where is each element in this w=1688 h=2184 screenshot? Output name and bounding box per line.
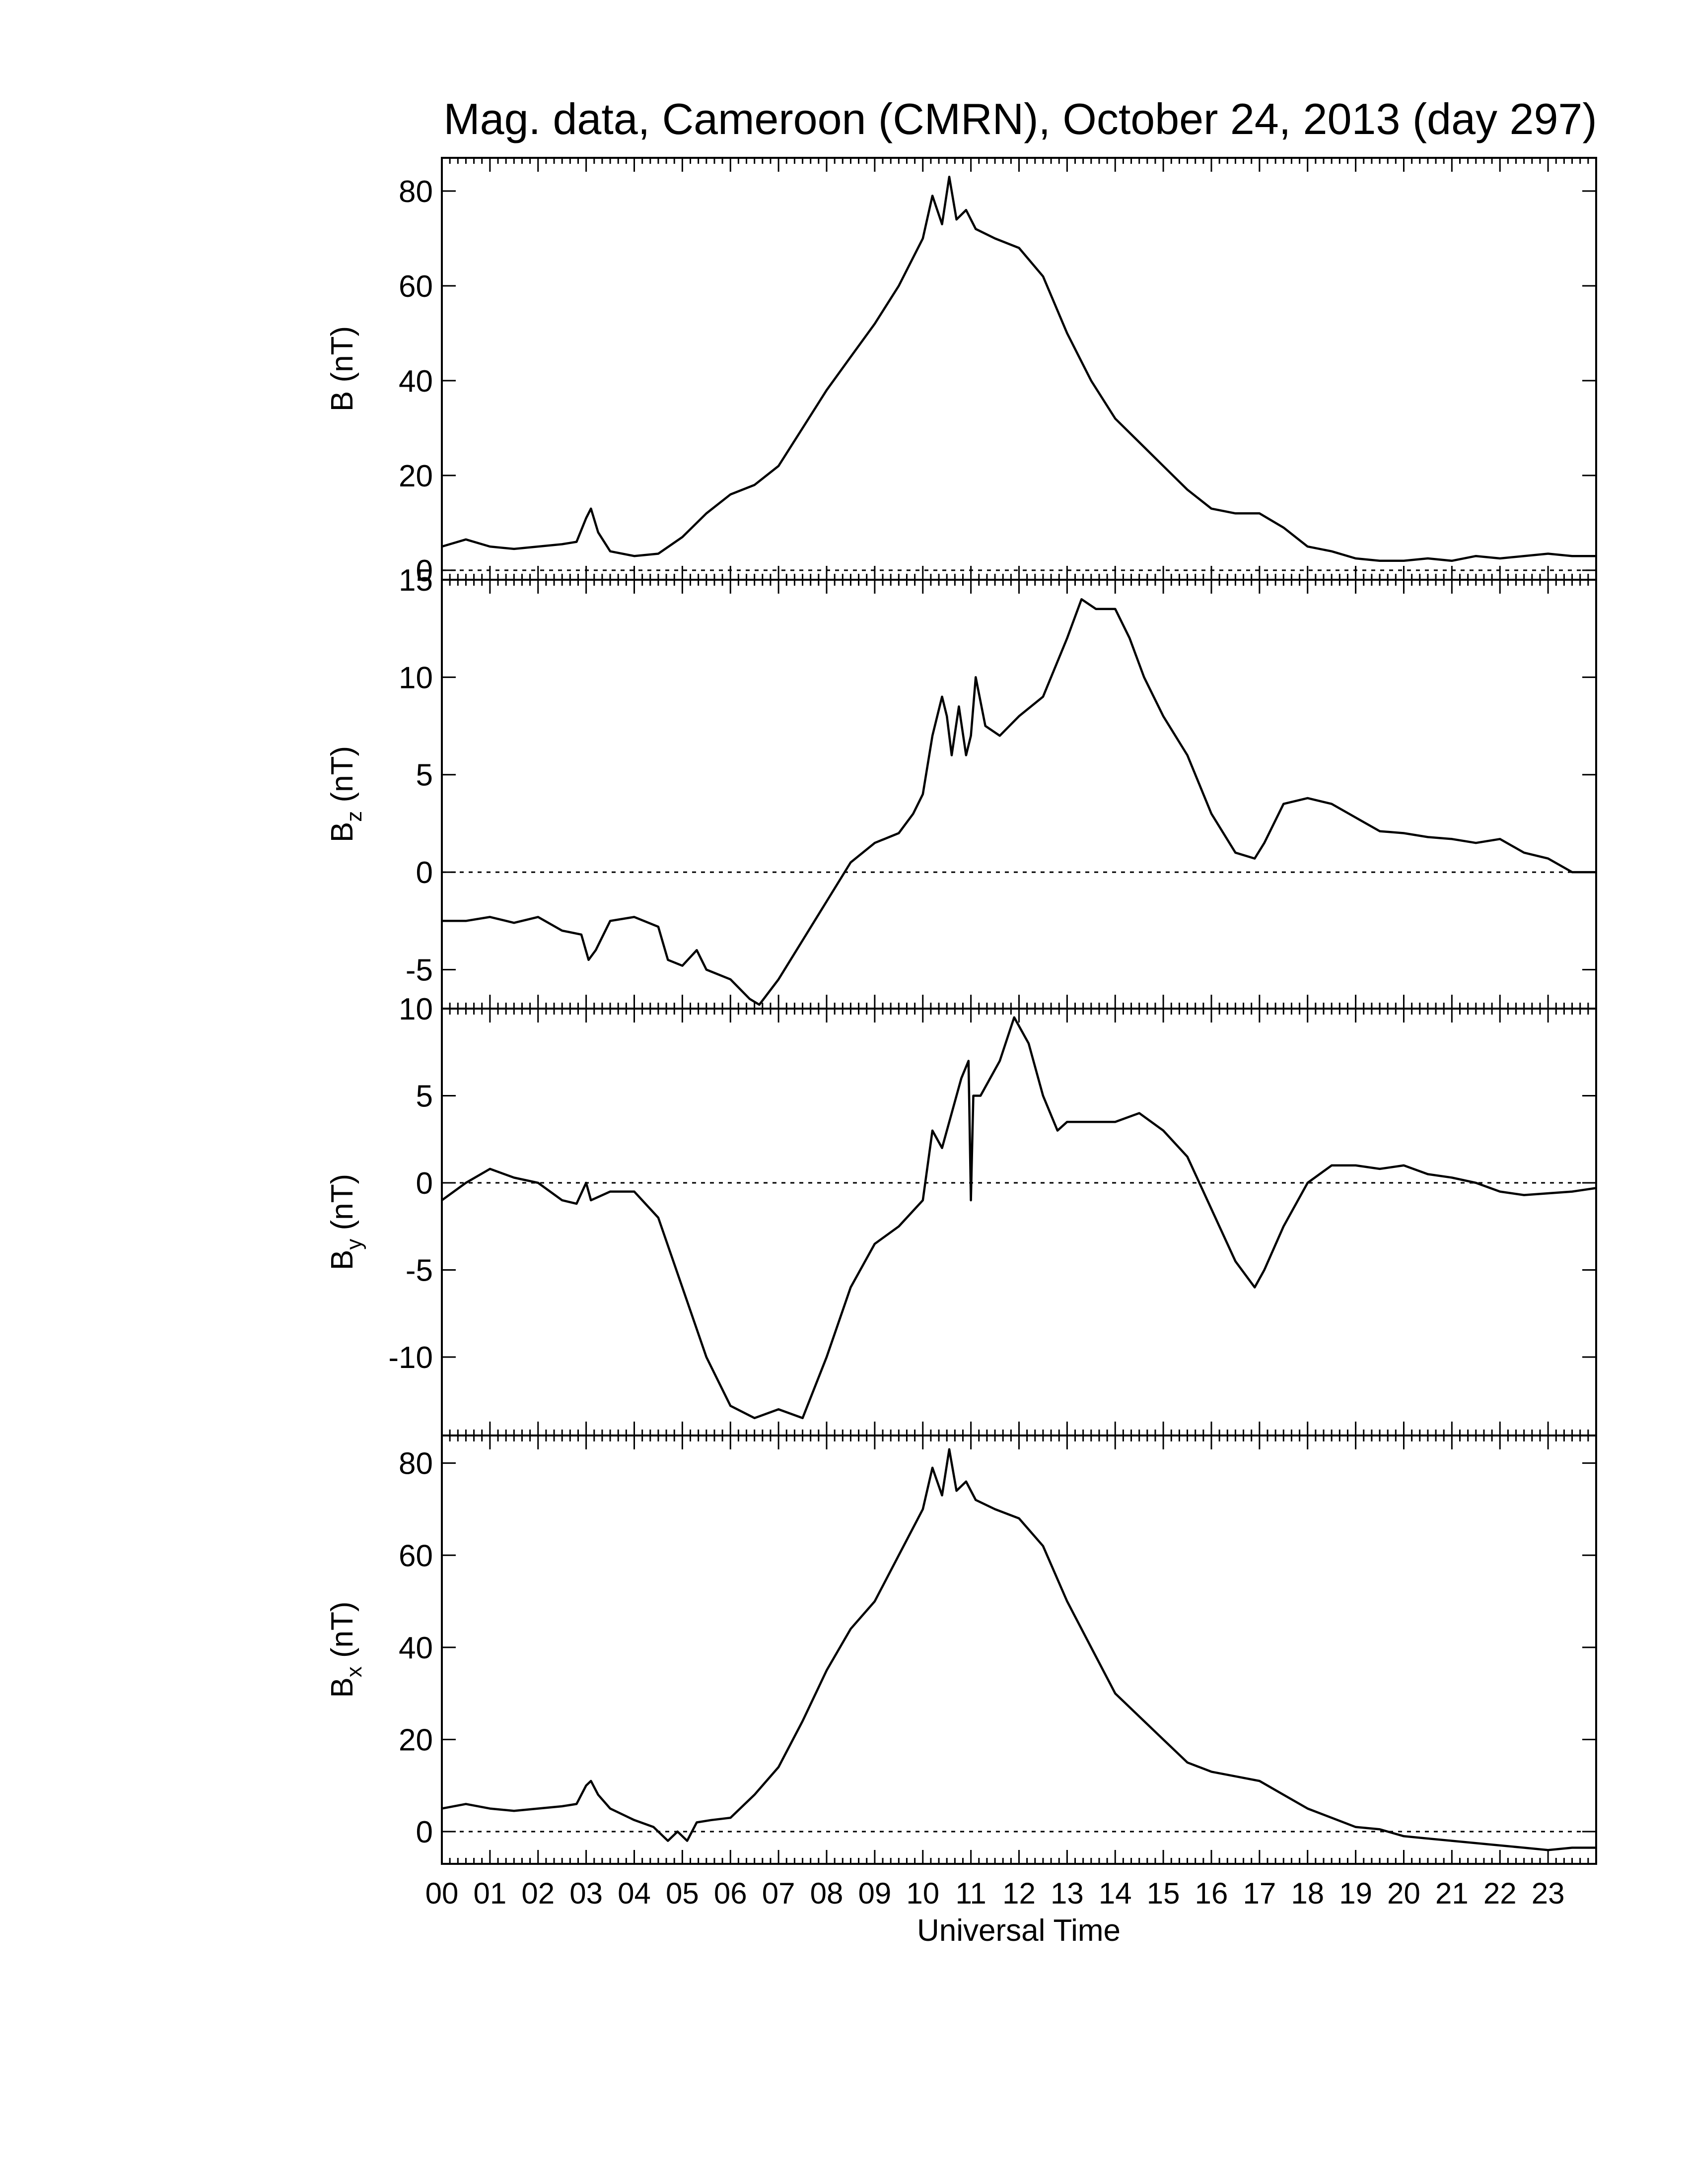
x-tick-label: 19	[1339, 1877, 1372, 1910]
panel-frame	[441, 1434, 1597, 1865]
y-tick-label: 0	[416, 856, 433, 890]
y-tick-label: 80	[399, 1447, 433, 1481]
y-tick-label: 15	[399, 563, 433, 598]
x-tick-label: 20	[1387, 1877, 1420, 1910]
y-axis-label-subscript: z	[342, 811, 366, 822]
x-tick-label: 14	[1099, 1877, 1132, 1910]
y-axis-label-main: B	[325, 1250, 359, 1270]
y-tick-label: 80	[399, 175, 433, 209]
x-tick-label: 21	[1435, 1877, 1469, 1910]
y-tick-label: 40	[399, 1631, 433, 1665]
y-tick-label: 60	[399, 270, 433, 304]
y-axis-label-unit: (nT)	[325, 746, 359, 811]
x-tick-label: 22	[1483, 1877, 1517, 1910]
y-axis-label: By (nT)	[325, 1174, 366, 1270]
y-axis-label-main: B	[325, 1677, 359, 1698]
x-tick-label: 12	[1002, 1877, 1036, 1910]
x-tick-label: 03	[569, 1877, 603, 1910]
x-tick-label: 07	[762, 1877, 795, 1910]
series-line-Bz	[442, 598, 1596, 1006]
x-tick-label: 04	[618, 1877, 651, 1910]
x-tick-label: 06	[714, 1877, 747, 1910]
x-axis: Universal Time 00 01 02 03 04 05 06 07 08 09 10 11 1…	[425, 1877, 1565, 1948]
y-tick-label: 20	[399, 459, 433, 493]
x-tick-label: 16	[1195, 1877, 1228, 1910]
y-tick-label: 10	[399, 992, 433, 1026]
x-tick-label: 15	[1147, 1877, 1180, 1910]
x-tick-label: 23	[1532, 1877, 1565, 1910]
x-tick-label: 01	[474, 1877, 507, 1910]
y-tick-label: 20	[399, 1723, 433, 1757]
y-axis-label-main: B (nT)	[325, 326, 359, 411]
series-line-B	[441, 175, 1596, 562]
y-axis-label: B (nT)	[325, 326, 359, 411]
panels-group: 0 20 40 60 80 B (nT) -5 0 5 10 15 Bz (nT) -10 -5 0 5 10 B…	[325, 157, 1597, 1865]
panel-By: -10 -5 0 5 10 By (nT)	[325, 992, 1597, 1436]
y-axis-label: Bx (nT)	[325, 1601, 366, 1698]
y-axis-label-main: B	[325, 822, 359, 842]
x-tick-label: 18	[1291, 1877, 1324, 1910]
panel-Bx: 0 20 40 60 80 Bx (nT)	[325, 1434, 1597, 1865]
y-axis-label-unit: (nT)	[325, 1174, 359, 1239]
y-tick-label: 0	[416, 1815, 433, 1849]
x-tick-label: 13	[1051, 1877, 1084, 1910]
y-tick-label: 40	[399, 364, 433, 399]
x-axis-label: Universal Time	[917, 1913, 1121, 1948]
y-tick-label: 5	[416, 1080, 433, 1114]
y-tick-label: 10	[399, 661, 433, 695]
x-tick-label: 10	[906, 1877, 939, 1910]
y-tick-label: -5	[406, 953, 433, 987]
y-axis-label-subscript: x	[342, 1666, 366, 1677]
y-tick-label: 60	[399, 1539, 433, 1573]
y-tick-label: 0	[416, 1166, 433, 1201]
y-tick-label: 5	[416, 758, 433, 793]
series-line-By	[441, 1016, 1596, 1420]
y-axis-label-subscript: y	[342, 1239, 366, 1250]
x-tick-label: 17	[1243, 1877, 1276, 1910]
y-axis-label: Bz (nT)	[325, 746, 366, 842]
y-tick-label: -5	[406, 1254, 433, 1288]
x-tick-label: 09	[858, 1877, 892, 1910]
panel-Bz: -5 0 5 10 15 Bz (nT)	[325, 563, 1597, 1010]
panel-frame	[441, 157, 1597, 581]
x-tick-label: 00	[425, 1877, 459, 1910]
x-tick-label: 11	[955, 1877, 986, 1910]
panel-frame	[441, 579, 1597, 1010]
chart-title: Mag. data, Cameroon (CMRN), October 24, …	[443, 94, 1597, 143]
y-tick-label: 0	[416, 554, 433, 588]
x-tick-label: 08	[810, 1877, 844, 1910]
x-tick-label: 02	[521, 1877, 555, 1910]
series-line-Bx	[441, 1448, 1596, 1851]
y-tick-label: -10	[388, 1341, 433, 1375]
panel-B: 0 20 40 60 80 B (nT)	[325, 157, 1597, 588]
y-axis-label-unit: (nT)	[325, 1601, 359, 1666]
panel-frame	[441, 1008, 1597, 1436]
x-tick-label: 05	[666, 1877, 699, 1910]
